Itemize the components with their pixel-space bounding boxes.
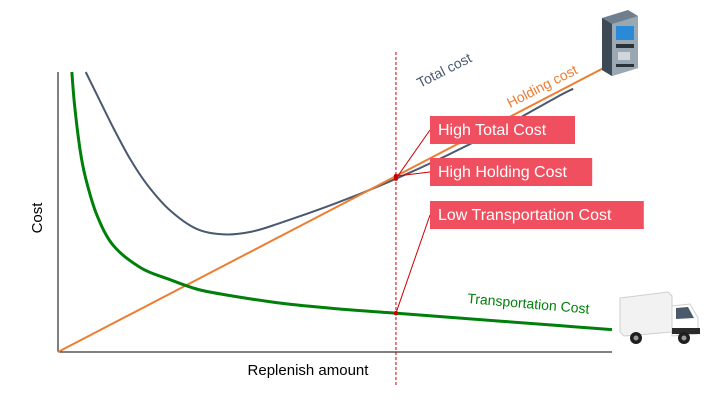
series-transportation-cost-line (70, 71, 613, 332)
callout-text: High Total Cost (438, 122, 547, 139)
callout-connector (395, 214, 431, 314)
callout-text: High Holding Cost (438, 164, 568, 181)
atm-icon (602, 10, 638, 76)
callout-connector (395, 171, 431, 177)
y-axis-label: Cost (29, 202, 46, 234)
callout-point (393, 311, 399, 316)
callout-layer: High Total Cost High Holding Cost Low Tran… (393, 116, 644, 316)
callout-text: Low Transportation Cost (438, 207, 612, 224)
callout-box (430, 158, 593, 186)
callout-box (430, 201, 644, 229)
x-axis-label: Replenish amount (248, 362, 370, 379)
series-label-total-cost: Total cost (414, 50, 474, 91)
callout-connector (395, 129, 431, 179)
delivery-truck-icon (619, 291, 700, 344)
callout-point (393, 173, 399, 179)
callout-box (430, 116, 575, 144)
series-label-transportation-cost: Transportation Cost (467, 290, 590, 317)
series-holding-cost-line (57, 62, 613, 353)
